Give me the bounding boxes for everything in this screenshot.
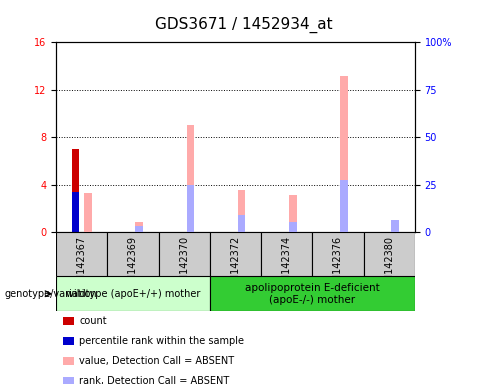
Bar	[312, 232, 364, 276]
Bar	[289, 195, 297, 232]
Text: count: count	[79, 316, 107, 326]
Bar	[56, 276, 210, 311]
Text: GSM142380: GSM142380	[384, 236, 394, 295]
Text: value, Detection Call = ABSENT: value, Detection Call = ABSENT	[79, 356, 234, 366]
Text: GDS3671 / 1452934_at: GDS3671 / 1452934_at	[155, 17, 333, 33]
Text: GSM142367: GSM142367	[77, 236, 87, 295]
Text: genotype/variation: genotype/variation	[5, 289, 98, 299]
Bar	[135, 227, 143, 232]
Text: wildtype (apoE+/+) mother: wildtype (apoE+/+) mother	[66, 289, 200, 299]
Bar	[186, 126, 194, 232]
Text: percentile rank within the sample: percentile rank within the sample	[79, 336, 244, 346]
Bar	[391, 220, 399, 232]
Bar	[56, 232, 107, 276]
Text: GSM142369: GSM142369	[128, 236, 138, 295]
Bar	[135, 222, 143, 232]
Bar	[84, 193, 92, 232]
Bar	[72, 149, 80, 232]
Bar	[340, 76, 348, 232]
Bar	[72, 192, 80, 232]
Bar	[391, 227, 399, 232]
Text: rank, Detection Call = ABSENT: rank, Detection Call = ABSENT	[79, 376, 229, 384]
Bar	[210, 276, 415, 311]
Bar	[238, 215, 245, 232]
Text: apolipoprotein E-deficient
(apoE-/-) mother: apolipoprotein E-deficient (apoE-/-) mot…	[245, 283, 380, 305]
Bar	[238, 190, 245, 232]
Text: GSM142370: GSM142370	[179, 236, 189, 295]
Text: GSM142374: GSM142374	[282, 236, 292, 295]
Text: GSM142376: GSM142376	[333, 236, 343, 295]
Bar	[364, 232, 415, 276]
Bar	[340, 180, 348, 232]
Bar	[107, 232, 159, 276]
Text: GSM142372: GSM142372	[230, 236, 241, 295]
Bar	[186, 185, 194, 232]
Bar	[159, 232, 210, 276]
Bar	[261, 232, 312, 276]
Bar	[210, 232, 261, 276]
Bar	[289, 222, 297, 232]
